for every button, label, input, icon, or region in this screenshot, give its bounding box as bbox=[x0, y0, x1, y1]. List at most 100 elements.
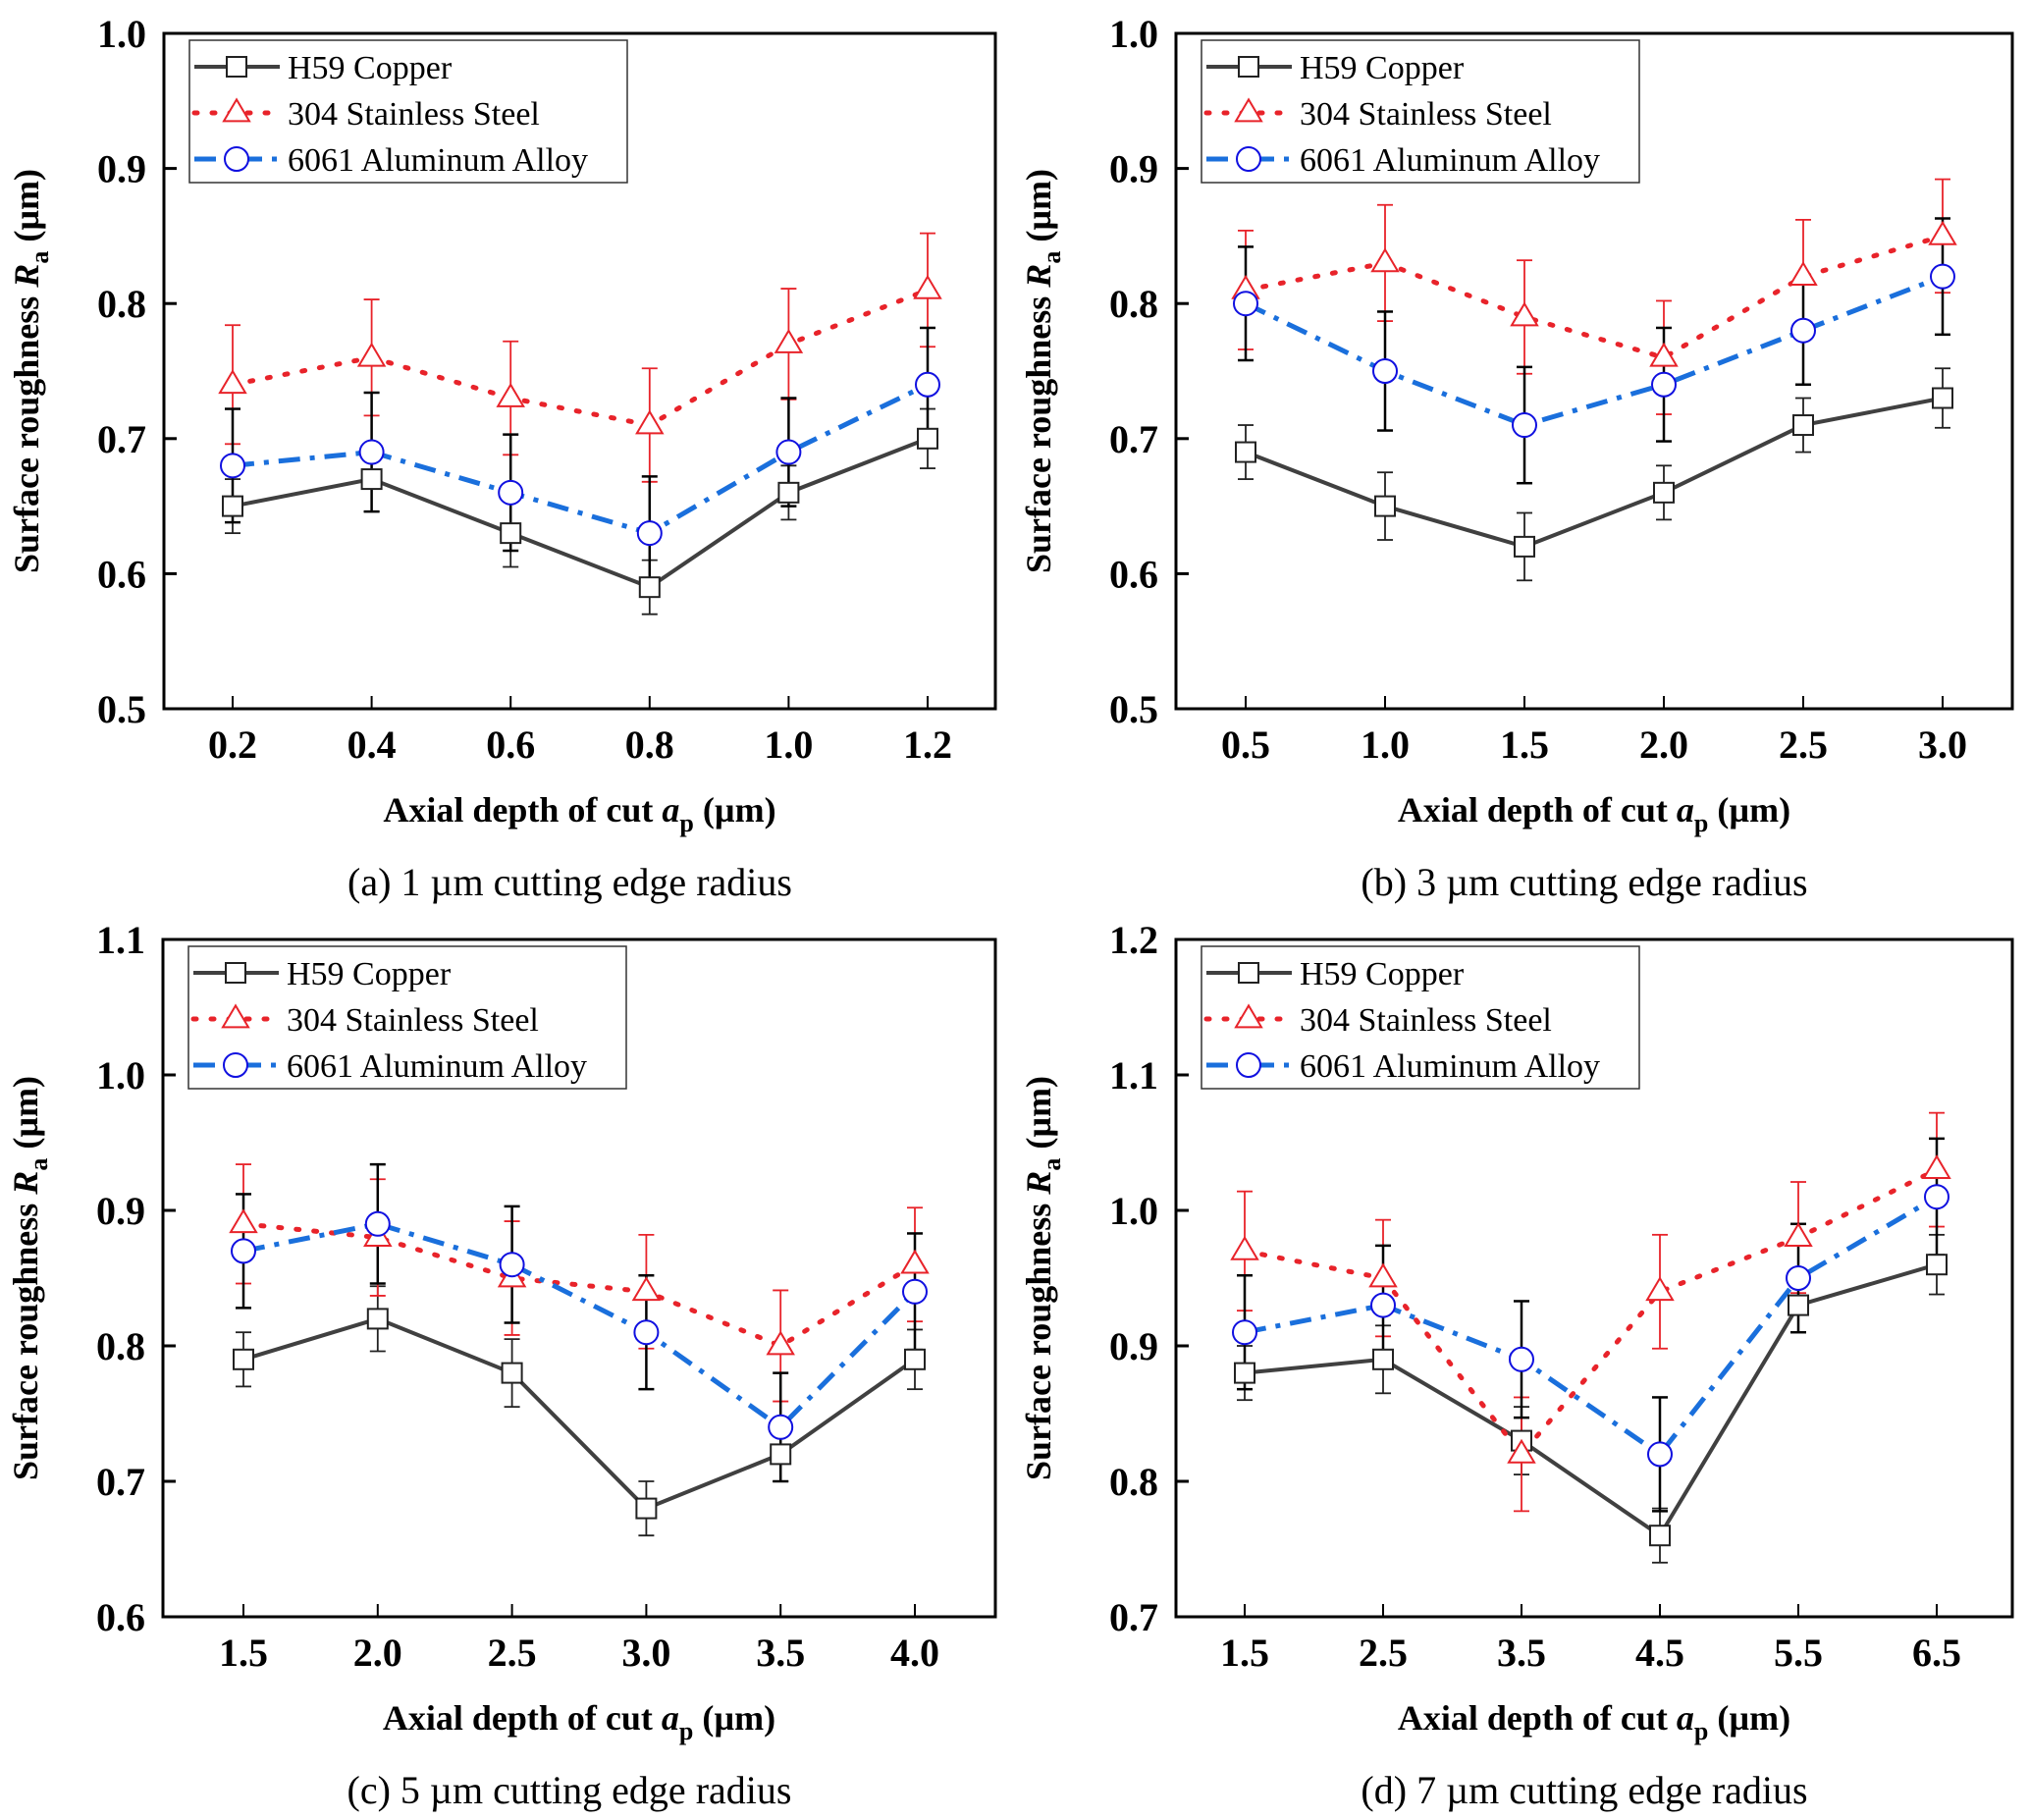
legend-aluminum-label: 6061 Aluminum Alloy bbox=[1300, 1048, 1600, 1085]
panel-c: 0.6 0.7 0.8 0.9 1.0 1.1 1.5 2.0 2.5 3.0 3.5 4.0 Axia… bbox=[6, 918, 997, 1812]
panel-a: 0.5 0.6 0.7 0.8 0.9 1.0 0.2 0.4 0.6 0.8 1.0 1.2 Axia… bbox=[7, 12, 997, 904]
y-tick-label: 0.8 bbox=[1109, 1460, 1158, 1504]
steel-data-point bbox=[1645, 1276, 1675, 1302]
legend-steel-marker bbox=[221, 1003, 250, 1029]
steel-data-point bbox=[631, 1276, 662, 1302]
copper-data-point bbox=[366, 1308, 389, 1330]
copper-series-line bbox=[232, 436, 929, 590]
y-axis-title-var: R bbox=[7, 264, 46, 289]
x-axis-title-sub: p bbox=[679, 1717, 693, 1745]
x-axis-title-unit: (µm) bbox=[694, 790, 776, 830]
legend-steel-label: 304 Stainless Steel bbox=[287, 1002, 539, 1039]
x-tick-label: 2.5 bbox=[1779, 723, 1828, 767]
x-tick-label: 5.5 bbox=[1774, 1631, 1823, 1675]
copper-data-point bbox=[500, 522, 522, 545]
aluminum-series-line bbox=[242, 1221, 917, 1431]
copper-series-line bbox=[242, 1316, 917, 1511]
copper-data-point bbox=[904, 1348, 926, 1370]
y-tick-label: 1.2 bbox=[1109, 918, 1158, 962]
copper-data-point bbox=[777, 481, 800, 504]
x-axis-title-var: a bbox=[662, 790, 679, 830]
aluminum-data-point bbox=[775, 439, 802, 465]
steel-data-point bbox=[1922, 1153, 1951, 1179]
x-tick-label: 3.5 bbox=[756, 1631, 805, 1675]
y-tick-label: 0.5 bbox=[97, 687, 146, 731]
y-tick-label: 0.8 bbox=[96, 1324, 145, 1368]
steel-data-point bbox=[774, 328, 804, 353]
x-tick-label: 1.5 bbox=[1220, 1631, 1269, 1675]
x-axis-title-unit: (µm) bbox=[693, 1698, 775, 1738]
copper-data-point bbox=[1788, 1294, 1809, 1316]
y-axis-title-var: R bbox=[6, 1171, 45, 1196]
x-tick-label: 1.0 bbox=[764, 723, 813, 767]
legend-copper-label: H59 Copper bbox=[1300, 956, 1465, 992]
steel-series-line bbox=[240, 1221, 918, 1349]
copper-data-point bbox=[1932, 387, 1953, 409]
aluminum-data-point bbox=[1651, 371, 1677, 398]
x-tick-label: 3.0 bbox=[621, 1631, 670, 1675]
y-tick-label: 0.7 bbox=[1109, 1595, 1158, 1639]
y-tick-label: 0.7 bbox=[97, 417, 146, 461]
aluminum-data-point bbox=[1790, 317, 1816, 344]
steel-data-point bbox=[1370, 247, 1400, 273]
panel-caption: (d) 7 µm cutting edge radius bbox=[1361, 1768, 1807, 1812]
steel-data-point bbox=[1507, 1438, 1536, 1464]
aluminum-data-point bbox=[1372, 358, 1398, 384]
aluminum-data-point bbox=[358, 439, 385, 465]
x-tick-label: 2.5 bbox=[1359, 1631, 1408, 1675]
y-axis-title-text: Surface roughness bbox=[6, 1195, 45, 1480]
legend-aluminum-marker bbox=[1236, 1052, 1261, 1078]
copper-data-point bbox=[222, 495, 243, 517]
y-tick-label: 0.9 bbox=[96, 1189, 145, 1233]
x-tick-label: 1.5 bbox=[1500, 723, 1549, 767]
y-tick-label: 0.8 bbox=[97, 282, 146, 326]
x-axis-title: Axial depth of cut ap (µm) bbox=[383, 790, 775, 837]
y-tick-label: 1.0 bbox=[1109, 1189, 1158, 1233]
copper-data-point bbox=[1792, 414, 1814, 437]
aluminum-data-point bbox=[1370, 1292, 1396, 1318]
y-tick-label: 0.8 bbox=[1109, 282, 1158, 326]
x-tick-label: 1.0 bbox=[1361, 723, 1410, 767]
copper-data-point bbox=[1234, 1362, 1255, 1384]
legend-box bbox=[1201, 945, 1640, 1090]
legend-steel-label: 304 Stainless Steel bbox=[1300, 96, 1552, 133]
y-axis-title: Surface roughness Ra (µm) bbox=[6, 1076, 53, 1480]
y-axis-title-var: R bbox=[1019, 1171, 1058, 1196]
steel-data-point bbox=[1649, 342, 1679, 367]
legend-aluminum-label: 6061 Aluminum Alloy bbox=[288, 142, 588, 179]
aluminum-data-point bbox=[1233, 291, 1258, 317]
steel-data-point bbox=[218, 369, 247, 395]
copper-data-point bbox=[917, 427, 938, 450]
copper-data-point bbox=[770, 1443, 792, 1466]
aluminum-data-point bbox=[633, 1319, 660, 1346]
legend-steel-marker bbox=[222, 97, 251, 123]
x-axis-title-text: Axial depth of cut bbox=[1398, 790, 1677, 830]
y-tick-label: 0.9 bbox=[1109, 1324, 1158, 1368]
steel-data-point bbox=[913, 274, 942, 299]
copper-data-point bbox=[635, 1497, 658, 1520]
panel-caption: (b) 3 µm cutting edge radius bbox=[1361, 860, 1807, 904]
x-axis-title-sub: p bbox=[1694, 1717, 1708, 1745]
aluminum-data-point bbox=[636, 520, 663, 547]
steel-data-point bbox=[1789, 261, 1818, 287]
y-tick-label: 0.9 bbox=[97, 147, 146, 191]
legend-copper-label: H59 Copper bbox=[287, 956, 452, 992]
panel-d: 0.7 0.8 0.9 1.0 1.1 1.2 1.5 2.5 3.5 4.5 5.5 6.5 Axia… bbox=[1019, 918, 2014, 1812]
x-axis-title-sub: p bbox=[1694, 809, 1708, 837]
y-axis-title-text: Surface roughness bbox=[1019, 1195, 1058, 1480]
x-tick-label: 3.0 bbox=[1918, 723, 1967, 767]
legend: H59 Copper 304 Stainless Steel 6061 Alumin… bbox=[1201, 945, 1640, 1090]
steel-data-point bbox=[1230, 1235, 1259, 1260]
aluminum-data-point bbox=[1930, 263, 1955, 290]
y-axis-title: Surface roughness Ra (µm) bbox=[7, 169, 54, 573]
aluminum-data-point bbox=[498, 479, 524, 506]
aluminum-data-point bbox=[768, 1414, 794, 1440]
y-axis-title-sub: a bbox=[1038, 1158, 1066, 1171]
aluminum-data-point bbox=[1786, 1265, 1811, 1291]
steel-data-point bbox=[1368, 1262, 1398, 1288]
copper-data-point bbox=[360, 468, 383, 491]
y-axis-title-var: R bbox=[1019, 264, 1058, 289]
x-tick-label: 2.0 bbox=[1639, 723, 1688, 767]
legend: H59 Copper 304 Stainless Steel 6061 Alumin… bbox=[187, 945, 627, 1090]
y-tick-label: 1.0 bbox=[97, 12, 146, 56]
